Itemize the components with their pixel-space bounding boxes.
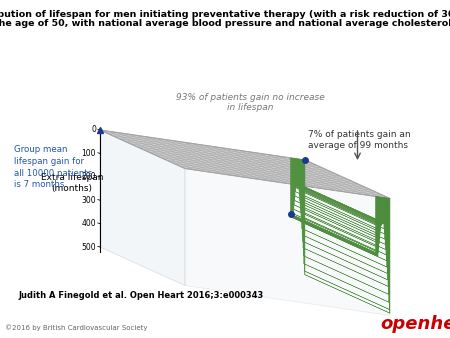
Text: openheart: openheart xyxy=(380,315,450,333)
Text: the age of 50, with national average blood pressure and national average cholest: the age of 50, with national average blo… xyxy=(0,19,450,28)
Polygon shape xyxy=(292,216,377,254)
Polygon shape xyxy=(303,256,389,294)
Polygon shape xyxy=(297,185,383,223)
Text: Extra lifespan
(months): Extra lifespan (months) xyxy=(41,173,103,193)
Polygon shape xyxy=(304,264,389,302)
Polygon shape xyxy=(300,200,385,239)
Polygon shape xyxy=(298,185,384,223)
Polygon shape xyxy=(185,169,390,315)
Polygon shape xyxy=(100,130,390,198)
Polygon shape xyxy=(294,200,380,239)
Polygon shape xyxy=(299,190,384,229)
Polygon shape xyxy=(297,186,382,224)
Text: 500: 500 xyxy=(81,242,96,251)
Polygon shape xyxy=(300,206,386,244)
Polygon shape xyxy=(100,130,185,286)
Text: 200: 200 xyxy=(81,172,96,181)
Polygon shape xyxy=(296,187,381,225)
Polygon shape xyxy=(295,192,381,230)
Polygon shape xyxy=(294,205,379,243)
Polygon shape xyxy=(302,241,388,280)
Text: ©2016 by British Cardiovascular Society: ©2016 by British Cardiovascular Society xyxy=(5,325,148,331)
Polygon shape xyxy=(301,211,386,249)
Polygon shape xyxy=(295,196,380,235)
Polygon shape xyxy=(299,195,385,234)
Text: Judith A Finegold et al. Open Heart 2016;3:e000343: Judith A Finegold et al. Open Heart 2016… xyxy=(18,291,263,300)
Polygon shape xyxy=(297,186,382,225)
Text: 300: 300 xyxy=(81,196,96,205)
Text: 93% of patients gain no increase
in lifespan: 93% of patients gain no increase in life… xyxy=(176,93,324,113)
Polygon shape xyxy=(297,185,382,224)
Polygon shape xyxy=(296,188,381,226)
Polygon shape xyxy=(291,215,377,254)
Polygon shape xyxy=(298,184,383,222)
Text: 0: 0 xyxy=(91,125,96,135)
Polygon shape xyxy=(304,271,390,310)
Text: Group mean
lifespan gain for
all 10000 patients
is 7 months: Group mean lifespan gain for all 10000 p… xyxy=(14,145,92,189)
Polygon shape xyxy=(292,217,378,256)
Polygon shape xyxy=(293,214,378,252)
Text: Distribution of lifespan for men initiating preventative therapy (with a risk re: Distribution of lifespan for men initiat… xyxy=(0,10,450,19)
Polygon shape xyxy=(302,235,387,273)
Polygon shape xyxy=(292,218,378,256)
Polygon shape xyxy=(301,216,386,255)
Polygon shape xyxy=(291,214,376,252)
Polygon shape xyxy=(302,222,387,261)
Text: 100: 100 xyxy=(81,149,96,158)
Polygon shape xyxy=(293,209,379,248)
Polygon shape xyxy=(305,274,390,313)
Polygon shape xyxy=(292,216,377,255)
Polygon shape xyxy=(302,228,387,267)
Polygon shape xyxy=(303,248,388,286)
Text: 7% of patients gain an
average of 99 months: 7% of patients gain an average of 99 mon… xyxy=(308,130,410,150)
Text: 400: 400 xyxy=(81,219,96,228)
